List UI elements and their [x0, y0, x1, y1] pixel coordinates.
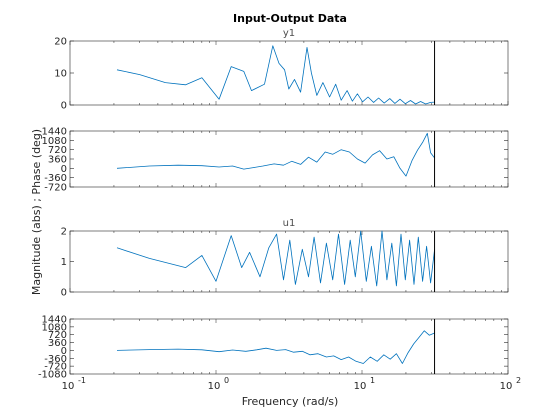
- y-tick-label: 0: [61, 164, 67, 175]
- y-tick-label: 1080: [42, 322, 67, 333]
- y-tick-label: 0: [61, 288, 67, 299]
- panel-y1-magnitude: y1 0 10 20: [54, 28, 509, 112]
- x-tick-label: 10: [354, 381, 367, 392]
- y-tick-label: 1: [61, 257, 67, 268]
- series-line: [116, 230, 435, 287]
- y-tick-label: -360: [44, 173, 67, 184]
- panel-u1-magnitude: u1 0 1 2: [61, 218, 509, 299]
- x-tick-exponent: -1: [78, 376, 86, 385]
- y-tick-label: 720: [48, 145, 67, 156]
- series-line: [116, 132, 435, 177]
- figure-title: Input-Output Data: [233, 12, 347, 25]
- y-tick-label: -360: [44, 354, 67, 365]
- y-tick-label: 360: [48, 155, 67, 166]
- x-tick-exponent: 1: [370, 376, 375, 385]
- y-tick-label: 10: [54, 69, 67, 80]
- y-tick-label: 0: [61, 346, 67, 357]
- x-tick-label: 10: [500, 381, 513, 392]
- y-tick-label: 720: [48, 330, 67, 341]
- panels: y101020-720-360036072010801440u1012-1080…: [38, 28, 521, 392]
- series-line: [116, 330, 435, 364]
- x-tick-exponent: 2: [516, 376, 521, 385]
- x-tick-label: 10: [62, 381, 75, 392]
- x-axis-label: Frequency (rad/s): [242, 395, 339, 408]
- series-line: [116, 45, 435, 105]
- y-tick-label: 1440: [42, 127, 67, 138]
- y-tick-label: -720: [44, 183, 67, 194]
- y-tick-label: 20: [54, 37, 67, 48]
- y-tick-label: 360: [48, 338, 67, 349]
- axes-box: [69, 40, 509, 106]
- axes-box: [69, 230, 509, 293]
- x-tick-exponent: 0: [224, 376, 229, 385]
- x-tick-label: 10: [208, 381, 221, 392]
- y-tick-label: 1080: [42, 136, 67, 147]
- panel-subtitle: u1: [283, 218, 296, 229]
- y-tick-label: -1080: [38, 370, 67, 381]
- axes-box: [69, 130, 509, 188]
- y-tick-label: -720: [44, 362, 67, 373]
- panel-subtitle: y1: [283, 28, 295, 39]
- y-tick-label: 0: [61, 101, 67, 112]
- y-tick-label: 2: [61, 227, 67, 238]
- axes-box: [69, 318, 509, 375]
- y-tick-label: 1440: [42, 315, 67, 326]
- y-axis-label: Magnitude (abs) ; Phase (deg): [30, 129, 43, 295]
